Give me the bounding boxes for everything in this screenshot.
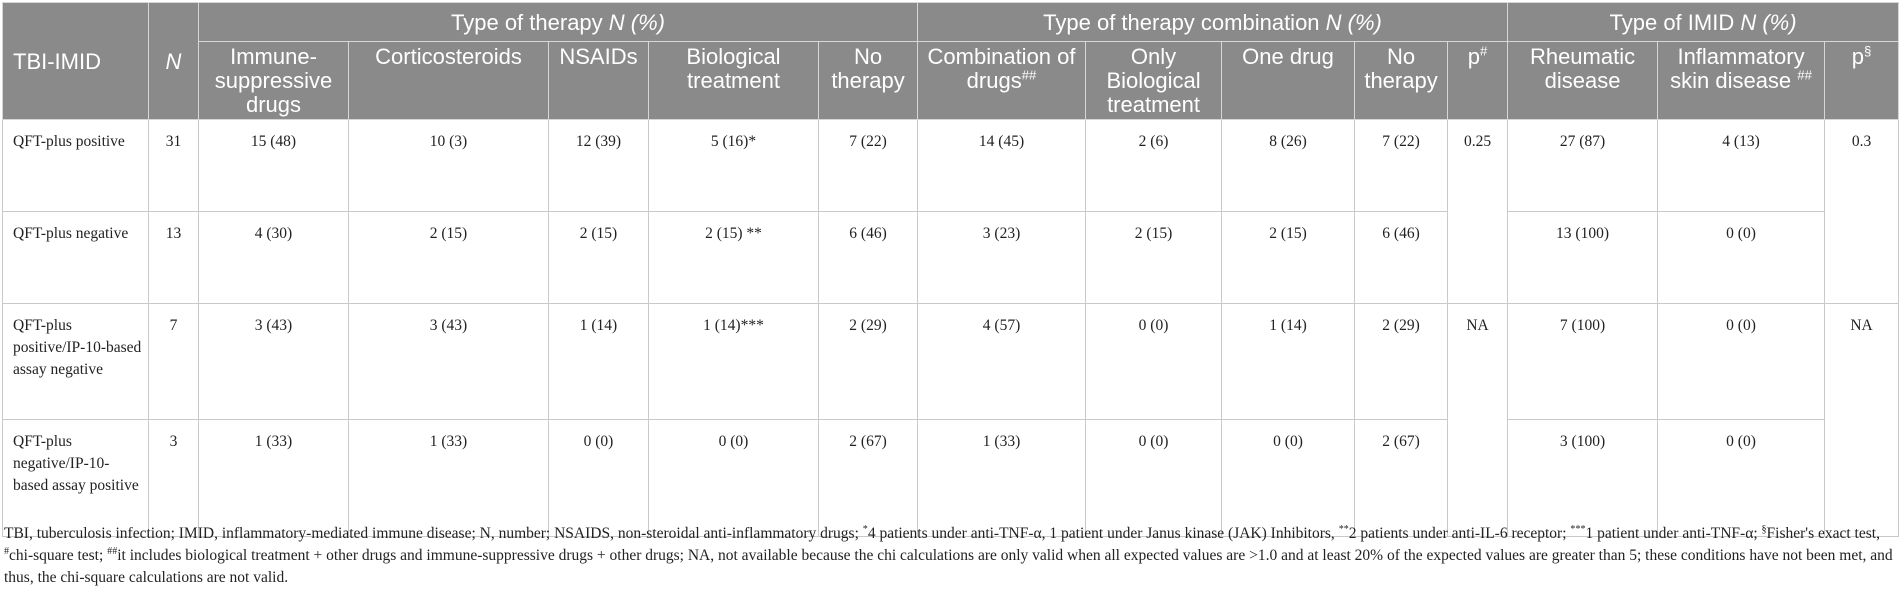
header-n: N [148,2,199,120]
cell-skin: 0 (0) [1657,419,1826,537]
header-only-biological-treatment: Only Biological treatment [1085,41,1223,120]
cell-nsaids: 1 (14) [548,303,649,420]
cell-no-therapy2: 6 (46) [1354,211,1449,304]
cell-cortico: 10 (3) [348,119,549,212]
cell-cortico: 3 (43) [348,303,549,420]
table-row: QFT-plus negative/IP-10-based assay posi… [2,419,1899,537]
cell-no-therapy2: 2 (29) [1354,303,1449,420]
cell-one-drug: 1 (14) [1221,303,1356,420]
cell-p-therapy: NA [1447,303,1509,537]
table-row: QFT-plus positive/IP-10-based assay nega… [2,303,1900,537]
cell-nsaids: 0 (0) [548,419,649,537]
cell-no-therapy: 6 (46) [817,211,919,304]
cell-no-therapy2: 2 (67) [1354,419,1449,537]
cell-skin: 4 (13) [1657,119,1826,212]
cell-one-drug: 2 (15) [1221,211,1356,304]
header-type-of-imid: Type of IMID N (%) [1507,2,1900,42]
header-inflammatory-skin-disease: Inflammatory skin disease ## [1657,41,1826,120]
header-p-fisher: p§ [1824,41,1900,120]
cell-cortico: 2 (15) [348,211,549,304]
header-type-of-therapy: Type of therapy N (%) [197,2,919,42]
table-row: QFT-plus negative 13 4 (30) 2 (15) 2 (15… [2,211,1899,304]
table-footnote: TBI, tuberculosis infection; IMID, infla… [4,523,1893,586]
cell-only-bio: 0 (0) [1085,303,1223,420]
cell-combo: 1 (33) [917,419,1087,537]
header-rheumatic-disease: Rheumatic disease [1507,41,1659,120]
cell-p-imid: 0.3 [1824,119,1900,304]
cell-nsaids: 12 (39) [548,119,649,212]
header-type-of-therapy-combination: Type of therapy combination N (%) [917,2,1509,42]
cell-no-therapy: 2 (29) [817,303,919,420]
header-row-columns: Immune-suppressive drugs Corticosteroids… [3,41,1900,120]
cell-only-bio: 2 (6) [1085,119,1223,212]
cell-one-drug: 8 (26) [1221,119,1356,212]
results-table: TBI-IMID N Type of therapy N (%) Type of… [2,2,1900,537]
cell-only-bio: 0 (0) [1085,419,1223,537]
cell-rheum: 3 (100) [1507,419,1659,537]
cell-bio: 2 (15) ** [648,211,819,304]
header-biological-treatment: Biological treatment [648,41,819,120]
cell-bio: 1 (14)*** [648,303,819,420]
cell-rheum: 7 (100) [1507,303,1659,420]
cell-n: 13 [148,211,199,304]
cell-n: 3 [148,419,199,537]
cell-p-therapy: 0.25 [1447,119,1509,304]
cell-no-therapy: 7 (22) [817,119,919,212]
header-no-therapy-combination: No therapy [1354,41,1449,120]
row-label: QFT-plus positive/IP-10-based assay nega… [2,303,149,420]
header-no-therapy: No therapy [817,41,919,120]
cell-bio: 0 (0) [648,419,819,537]
header-tbi-imid: TBI-IMID [2,2,149,120]
row-label: QFT-plus positive [2,119,149,212]
cell-bio: 5 (16)* [648,119,819,212]
cell-combo: 14 (45) [917,119,1087,212]
cell-only-bio: 2 (15) [1085,211,1223,304]
header-nsaids: NSAIDs [548,41,649,120]
cell-immune: 4 (30) [198,211,349,304]
header-immune-suppressive-drugs: Immune-suppressive drugs [198,41,349,120]
header-combination-of-drugs: Combination of drugs## [917,41,1087,120]
cell-nsaids: 2 (15) [548,211,649,304]
cell-combo: 4 (57) [917,303,1087,420]
cell-n: 7 [148,303,199,420]
cell-no-therapy: 2 (67) [817,419,919,537]
header-row-groups: TBI-IMID N Type of therapy N (%) Type of… [2,2,1900,120]
header-corticosteroids: Corticosteroids [348,41,549,120]
cell-rheum: 13 (100) [1507,211,1659,304]
cell-immune: 15 (48) [198,119,349,212]
row-label: QFT-plus negative/IP-10-based assay posi… [2,419,149,537]
cell-cortico: 1 (33) [348,419,549,537]
cell-immune: 1 (33) [198,419,349,537]
cell-one-drug: 0 (0) [1221,419,1356,537]
cell-rheum: 27 (87) [1507,119,1659,212]
cell-combo: 3 (23) [917,211,1087,304]
cell-skin: 0 (0) [1657,211,1826,304]
cell-skin: 0 (0) [1657,303,1826,420]
cell-immune: 3 (43) [198,303,349,420]
row-label: QFT-plus negative [2,211,149,304]
cell-n: 31 [148,119,199,212]
header-p-chi-square: p# [1447,41,1509,120]
cell-p-imid: NA [1824,303,1900,537]
cell-no-therapy2: 7 (22) [1354,119,1449,212]
table-row: QFT-plus positive 31 15 (48) 10 (3) 12 (… [2,119,1900,304]
header-one-drug: One drug [1221,41,1356,120]
